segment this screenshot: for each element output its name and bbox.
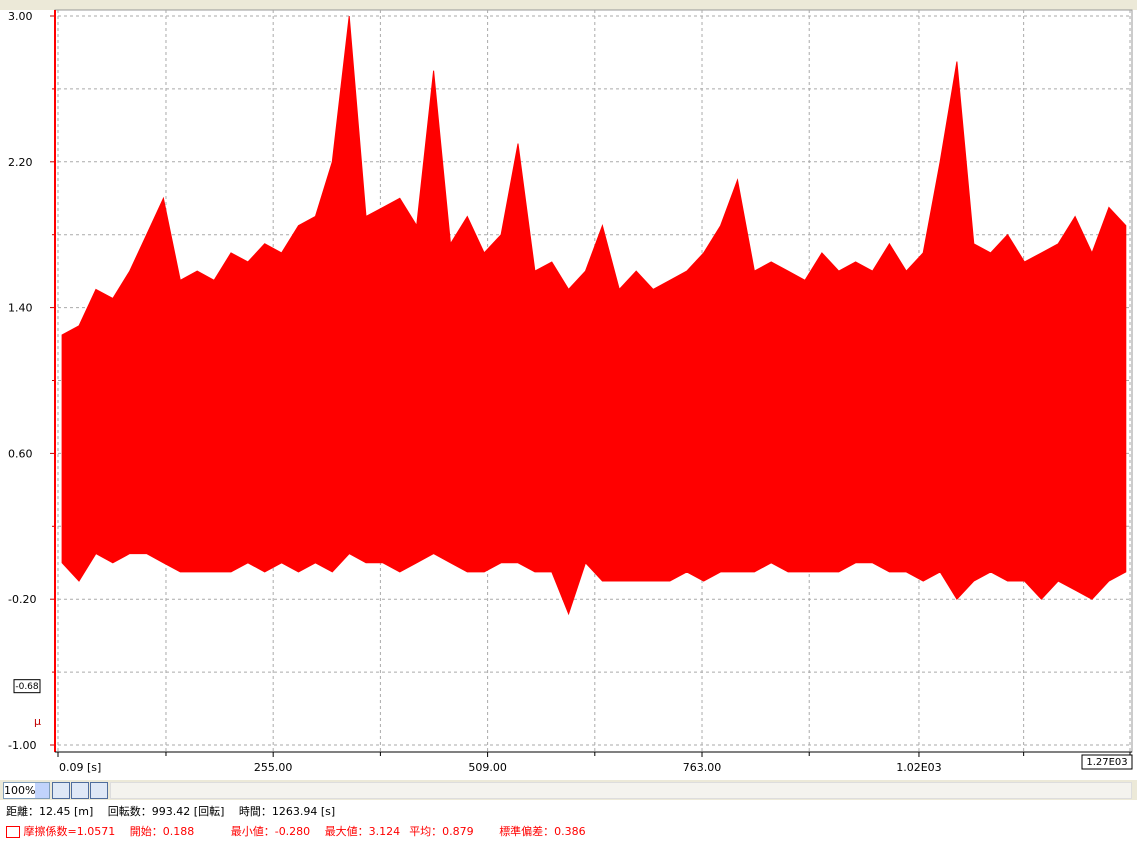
y-tick-label: 0.60 — [8, 447, 33, 460]
zoom-value: 100% — [4, 784, 36, 797]
x-tick-label: 255.00 — [254, 761, 293, 774]
fit-button[interactable] — [90, 782, 108, 799]
y-tick-label: -0.20 — [8, 593, 36, 606]
zoom-out-button[interactable] — [52, 782, 70, 799]
top-strip — [0, 0, 1137, 10]
x-tick-label: 1.02E03 — [896, 761, 941, 774]
status-line: 距離：12.45 [m] 回転数：993.42 [回転] 時間：1263.94 … — [6, 803, 335, 819]
x-tick-label: 509.00 — [468, 761, 507, 774]
cursor-box — [13, 679, 41, 694]
rotations: 回転数：993.42 [回転] — [107, 805, 225, 818]
x-tick-label: 1.27E03 — [1086, 757, 1127, 768]
legend: 摩擦係数=1.0571 開始：0.188 最小値：-0.280 最大値：3.12… — [6, 823, 586, 839]
y-tick-label: 1.40 — [8, 302, 33, 315]
legend-entry: 摩擦係数=1.0571 — [23, 825, 116, 838]
stat-start: 開始：0.188 — [129, 825, 195, 838]
stat-std: 標準偏差：0.386 — [499, 825, 586, 838]
signal-area — [61, 15, 1127, 616]
y-label: μ — [34, 715, 41, 728]
y-tick-label: 3.00 — [8, 10, 33, 23]
y-tick-label: -1.00 — [8, 739, 36, 752]
time: 時間：1263.94 [s] — [238, 805, 336, 818]
stat-min: 最小値：-0.280 — [230, 825, 311, 838]
toolbar: 100% — [0, 780, 1137, 800]
stat-mean: 平均：0.879 — [409, 825, 474, 838]
x-tick-label: 763.00 — [683, 761, 722, 774]
x-tick-label: 0.09 [s] — [59, 761, 101, 774]
x-end-box — [1081, 754, 1133, 770]
zoom-select[interactable]: 100% — [3, 782, 50, 799]
stat-max: 最大値：3.124 — [324, 825, 401, 838]
zoom-in-button[interactable] — [71, 782, 89, 799]
scrollbar[interactable] — [110, 782, 1132, 799]
y-tick-label: 2.20 — [8, 156, 33, 169]
distance: 距離：12.45 [m] — [6, 805, 94, 818]
cursor-label: -0.68 — [15, 682, 39, 692]
chart: 3.00 2.20 1.40 0.60 -0.20 -1.00 0.09 [s] 255.00… — [0, 0, 1137, 774]
